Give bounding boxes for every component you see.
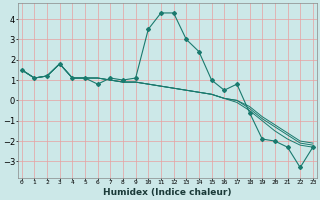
X-axis label: Humidex (Indice chaleur): Humidex (Indice chaleur)	[103, 188, 232, 197]
